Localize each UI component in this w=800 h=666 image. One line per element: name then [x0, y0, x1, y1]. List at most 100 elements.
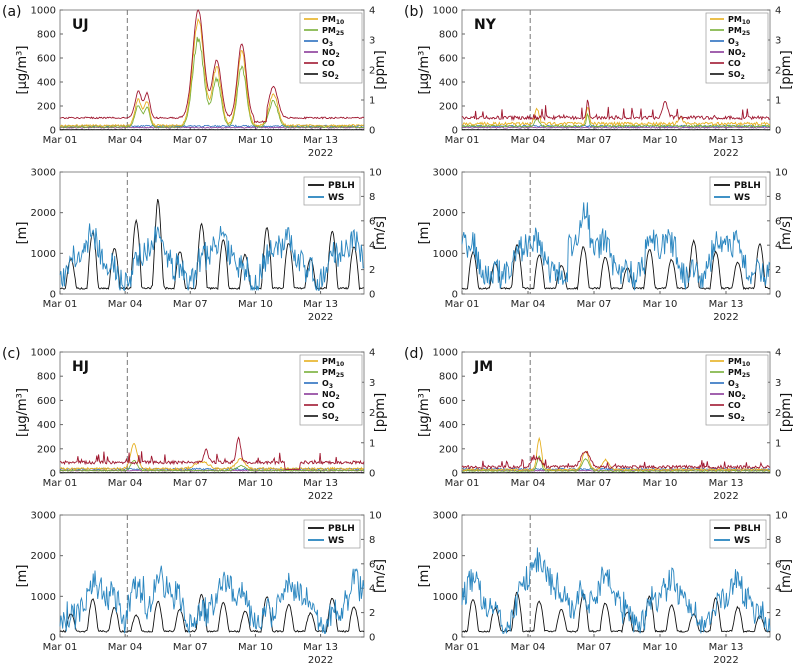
y-right-tick-label: 3	[369, 378, 375, 389]
y-right-tick-label: 2	[775, 408, 781, 419]
y-right-tick-label: 10	[369, 168, 382, 179]
y-right-tick-label: 4	[775, 241, 781, 252]
y-right-axis-label: [ppm]	[373, 393, 388, 432]
legend-label-WS: WS	[734, 193, 750, 203]
series-line-PBLH	[60, 198, 364, 291]
y-left-tick-label: 2000	[31, 551, 56, 562]
series-line-PM25	[461, 455, 771, 473]
x-tick-label: Mar 04	[108, 299, 143, 310]
legend-label-NO2: NO2	[322, 390, 340, 401]
x-tick-label: Mar 04	[108, 642, 143, 653]
x-year-label: 2022	[713, 491, 738, 502]
x-tick-label: Mar 10	[238, 135, 273, 146]
y-left-tick-label: 0	[50, 126, 56, 137]
chart-panel-HJ-4: 0 200 400 600 800 1000 0 1 2 3 4 Mar 01 Mar 04 Mar 07…	[2, 346, 388, 502]
legend-label-PBLH: PBLH	[734, 181, 761, 191]
site-label: UJ	[72, 17, 89, 33]
series-line-PM10	[461, 107, 771, 127]
x-year-label: 2022	[713, 655, 738, 666]
y-right-tick-label: 8	[369, 192, 375, 203]
legend-label-O3: O3	[728, 379, 739, 390]
x-year-label: 2022	[713, 148, 738, 159]
y-right-tick-label: 0	[775, 633, 781, 644]
series-line-PM10	[60, 17, 365, 128]
y-right-tick-label: 0	[775, 126, 781, 137]
legend-label-PBLH: PBLH	[328, 181, 355, 191]
y-right-axis-label: [m/s]	[779, 216, 794, 250]
legend-box	[299, 12, 363, 84]
legend-box	[705, 354, 769, 426]
series-line-PM25	[461, 112, 771, 128]
y-right-tick-label: 2	[775, 66, 781, 77]
legend-label-SO2: SO2	[728, 70, 745, 81]
x-tick-label: Mar 04	[511, 478, 546, 489]
y-right-tick-label: 4	[369, 584, 375, 595]
y-right-tick-label: 2	[369, 265, 375, 276]
legend-label-PM10: PM10	[322, 357, 344, 368]
x-tick-label: Mar 01	[445, 135, 480, 146]
legend-label-PM25: PM25	[322, 368, 344, 379]
y-right-tick-label: 6	[775, 216, 781, 227]
y-left-tick-label: 1000	[31, 249, 56, 260]
y-right-tick-label: 8	[369, 535, 375, 546]
y-left-tick-label: 1000	[433, 592, 458, 603]
panel-label: (c)	[2, 346, 21, 362]
legend-label-SO2: SO2	[322, 412, 339, 423]
y-right-tick-label: 10	[369, 511, 382, 522]
x-tick-label: Mar 01	[445, 299, 480, 310]
x-tick-label: Mar 13	[709, 478, 744, 489]
y-right-tick-label: 0	[369, 290, 375, 301]
y-left-tick-label: 600	[439, 396, 458, 407]
x-tick-label: Mar 01	[43, 478, 78, 489]
panel-label: (a)	[2, 4, 22, 20]
y-right-tick-label: 1	[775, 96, 781, 107]
chart-panel-met-7: 0 1000 2000 3000 0 2 4 6 8 10 Mar 01 Mar 04 Mar 07 Ma…	[417, 511, 794, 666]
x-tick-label: Mar 10	[643, 642, 678, 653]
legend-label-CO: CO	[728, 59, 741, 68]
legend-label-WS: WS	[734, 536, 750, 546]
legend-label-O3: O3	[322, 379, 333, 390]
y-left-tick-label: 1000	[31, 592, 56, 603]
y-left-tick-label: 3000	[31, 511, 56, 522]
series-line-WS	[461, 547, 771, 634]
legend-label-CO: CO	[322, 401, 335, 410]
x-tick-label: Mar 04	[108, 135, 143, 146]
series-line-CO	[461, 99, 771, 122]
y-left-tick-label: 0	[50, 633, 56, 644]
chart-panel-met-1: 0 1000 2000 3000 0 2 4 6 8 10 Mar 01 Mar 04 Mar 07 Ma…	[15, 168, 388, 324]
y-right-tick-label: 10	[775, 511, 788, 522]
legend-box	[303, 519, 361, 549]
y-left-tick-label: 0	[50, 290, 56, 301]
y-right-tick-label: 3	[369, 36, 375, 47]
series-line-WS	[59, 565, 365, 635]
y-right-tick-label: 0	[775, 290, 781, 301]
y-right-axis-label: [ppm]	[779, 393, 794, 432]
series-line-NO2	[59, 126, 365, 129]
y-right-tick-label: 4	[369, 241, 375, 252]
x-tick-label: Mar 07	[173, 299, 208, 310]
panel-label: (d)	[404, 346, 424, 362]
legend-label-PBLH: PBLH	[734, 524, 761, 534]
y-left-tick-label: 200	[439, 444, 458, 455]
legend-label-PM10: PM10	[322, 15, 344, 26]
y-right-tick-label: 2	[369, 66, 375, 77]
y-left-tick-label: 600	[439, 54, 458, 65]
x-tick-label: Mar 07	[577, 478, 612, 489]
x-tick-label: Mar 10	[643, 478, 678, 489]
x-tick-label: Mar 13	[709, 642, 744, 653]
legend-box	[303, 176, 361, 206]
y-left-axis-label: [μg/m³]	[417, 388, 432, 437]
series-line-NO2	[461, 126, 770, 129]
y-left-tick-label: 400	[439, 420, 458, 431]
legend-label-PM10: PM10	[728, 357, 750, 368]
x-tick-label: Mar 01	[43, 135, 78, 146]
y-left-tick-label: 1000	[31, 348, 56, 359]
y-right-tick-label: 0	[369, 126, 375, 137]
y-right-axis-label: [m/s]	[779, 559, 794, 593]
series-line-WS	[59, 223, 365, 291]
y-left-tick-label: 200	[37, 444, 56, 455]
y-left-tick-label: 0	[50, 469, 56, 480]
y-right-tick-label: 4	[775, 348, 781, 359]
y-left-tick-label: 2000	[433, 551, 458, 562]
